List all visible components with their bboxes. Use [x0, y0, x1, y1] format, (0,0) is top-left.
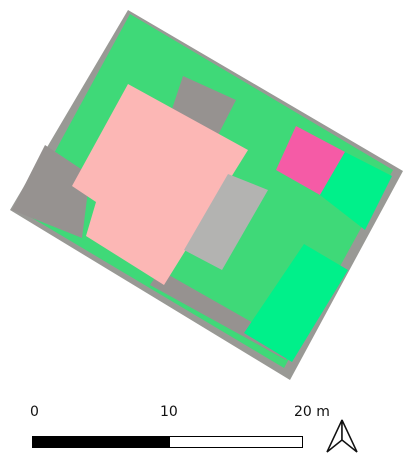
scale-label-10: 10 — [160, 404, 178, 420]
scale-bar-light — [169, 436, 303, 448]
scale-bar-dark — [32, 436, 170, 448]
flower-bed — [276, 126, 345, 195]
terrace — [184, 174, 268, 270]
scale-label-0: 0 — [30, 404, 39, 420]
paved-area-left — [12, 145, 90, 238]
scale-label-20m: 20 m — [294, 404, 330, 420]
garden-area-top-right — [320, 152, 392, 230]
north-arrow-icon — [326, 419, 358, 453]
building-main — [72, 84, 248, 285]
garden-area-bottom-right — [244, 244, 348, 362]
